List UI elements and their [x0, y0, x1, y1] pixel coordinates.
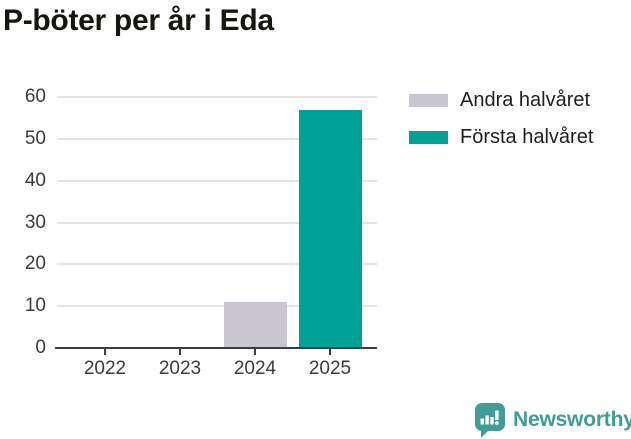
x-axis-line	[55, 347, 377, 349]
gridline-y-50	[57, 137, 377, 140]
legend-item-f-rsta-halv-ret: Första halvåret	[409, 127, 593, 147]
gridline-y-20	[57, 263, 377, 266]
chart-legend: Andra halvåret Första halvåret	[409, 90, 593, 147]
y-axis-label-10: 10	[24, 295, 46, 317]
y-axis-label-50: 50	[24, 127, 46, 149]
x-axis-label-2022: 2022	[83, 358, 127, 379]
y-axis-label-30: 30	[24, 211, 46, 233]
legend-label-andra-halv-ret: Andra halvåret	[460, 89, 591, 111]
x-axis-label-2025: 2025	[308, 358, 352, 379]
gridline-y-40	[57, 179, 377, 182]
y-axis-label-0: 0	[35, 337, 46, 358]
gridline-y-60	[57, 96, 377, 98]
legend-label-f-rsta-halv-ret: Första halvåret	[460, 126, 594, 148]
gridline-y-30	[57, 221, 377, 224]
x-axis-tick-2022	[104, 349, 106, 355]
bar-2025-f-rsta-halv-ret	[298, 110, 362, 348]
chart-title: P-böter per år i Eda	[3, 4, 274, 37]
legend-item-andra-halv-ret: Andra halvåret	[409, 90, 593, 110]
x-axis-tick-2025	[329, 349, 331, 355]
x-axis-tick-2024	[254, 349, 256, 355]
newsworthy-logo: Newsworthy	[474, 402, 631, 438]
y-axis-label-20: 20	[24, 253, 46, 275]
bar-2024-andra-halv-ret	[223, 302, 287, 348]
legend-swatch-andra-halv-ret	[409, 93, 448, 107]
x-axis-label-2023: 2023	[158, 358, 202, 379]
newsworthy-bar-chart-speech-bubble-icon	[475, 403, 505, 438]
x-axis-tick-2023	[179, 349, 181, 355]
y-axis-label-40: 40	[24, 169, 46, 191]
legend-swatch-f-rsta-halv-ret	[409, 130, 448, 144]
newsworthy-brand-text: Newsworthy	[513, 408, 631, 431]
y-axis-label-60: 60	[24, 86, 46, 107]
x-axis-label-2024: 2024	[233, 358, 277, 379]
plot-area	[57, 96, 377, 348]
gridline-y-10	[57, 305, 377, 308]
